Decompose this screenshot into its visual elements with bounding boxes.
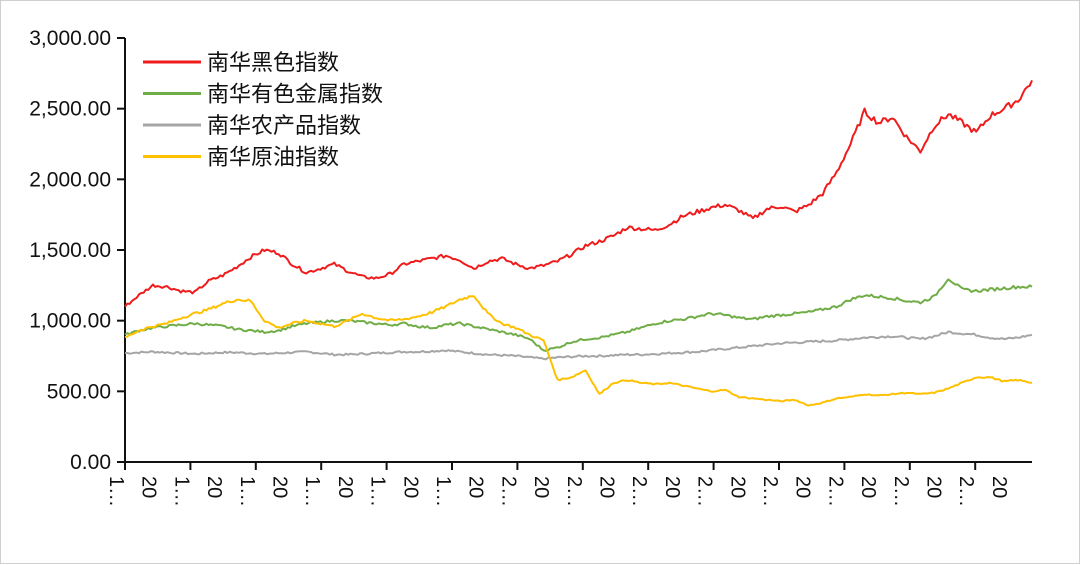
y-tick-label: 2,500.00: [29, 98, 111, 121]
x-tick-label: 20: [269, 476, 291, 498]
y-tick-label: 2,000.00: [29, 168, 111, 191]
x-tick-label: 2…: [694, 476, 716, 507]
series-line: [124, 330, 1033, 361]
x-tick-label: 2…: [759, 476, 781, 507]
x-tick-label: 20: [334, 476, 356, 498]
x-tick-label: 20: [923, 476, 945, 498]
x-tick-label: 1…: [105, 476, 127, 507]
series-line: [124, 80, 1033, 308]
x-tick-label: 2…: [628, 476, 650, 507]
x-ticks: 1… 20 1… 20 1… 20 1… 20 1… 20 1… 20 2… 20 2… 20 2… 20 2… 20…: [105, 462, 1010, 507]
y-tick-label: 3,000.00: [29, 27, 111, 50]
legend-label: 南华农产品指数: [207, 113, 361, 138]
x-tick-label: 20: [530, 476, 552, 498]
x-tick-label: 20: [465, 476, 487, 498]
x-tick-label: 20: [203, 476, 225, 498]
series-lines: [124, 80, 1033, 407]
y-tick-label: 1,500.00: [29, 239, 111, 262]
x-tick-label: 2…: [563, 476, 585, 507]
x-tick-label: 20: [792, 476, 814, 498]
x-tick-label: 1…: [367, 476, 389, 507]
series-line: [124, 278, 1033, 352]
y-tick-label: 0.00: [70, 451, 111, 474]
legend-label: 南华有色金属指数: [207, 82, 383, 107]
x-tick-label: 2…: [890, 476, 912, 507]
x-tick-label: 20: [661, 476, 683, 498]
x-tick-label: 20: [596, 476, 618, 498]
y-tick-label: 500.00: [47, 380, 111, 403]
x-tick-label: 20: [726, 476, 748, 498]
legend-label: 南华原油指数: [207, 145, 339, 170]
x-tick-label: 20: [857, 476, 879, 498]
x-tick-label: 20: [988, 476, 1010, 498]
x-tick-label: 1…: [301, 476, 323, 507]
y-ticks: 0.00 500.00 1,000.00 1,500.00 2,000.00 2,500.…: [29, 27, 125, 474]
series-line: [124, 295, 1033, 407]
x-tick-label: 1…: [236, 476, 258, 507]
x-tick-label: 1…: [170, 476, 192, 507]
x-tick-label: 2…: [955, 476, 977, 507]
y-tick-label: 1,000.00: [29, 310, 111, 333]
x-tick-label: 1…: [432, 476, 454, 507]
x-tick-label: 2…: [824, 476, 846, 507]
x-tick-label: 20: [399, 476, 421, 498]
x-tick-label: 2…: [497, 476, 519, 507]
legend-label: 南华黑色指数: [207, 50, 339, 75]
x-tick-label: 20: [138, 476, 160, 498]
